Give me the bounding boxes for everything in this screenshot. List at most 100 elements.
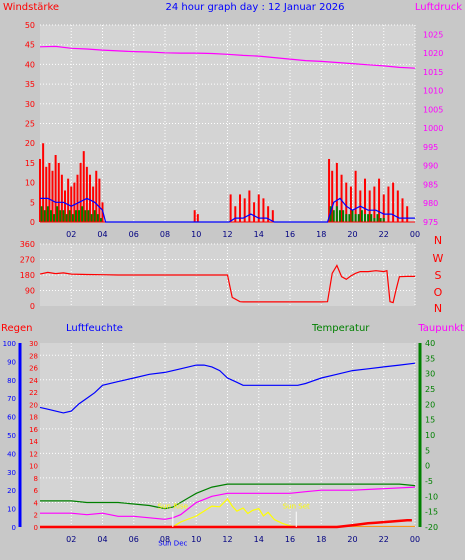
wind-tick-label: 45 [25,41,35,50]
x-tick-label: 10 [191,230,201,239]
x-tick-label: 02 [66,535,76,544]
x-tick-label: 12 [222,535,232,544]
temperature-tick-label: -20 [425,523,438,532]
temperature-tick-label: 25 [425,385,435,394]
compass-label: N [434,234,442,247]
compass-label: O [434,286,443,299]
humidity-tick-label: 90 [7,358,16,366]
x-tick-label: 10 [191,535,201,544]
x-tick-label: 22 [379,535,389,544]
wind-direction-line [39,264,415,304]
x-tick-label: 18 [316,535,326,544]
x-tick-label: 02 [66,230,76,239]
humidity-tick-label: 60 [7,414,16,422]
temperature-axis-title: Temperatur [311,323,370,334]
sunshine-line [174,497,297,528]
sun-annotation: Sun Set [283,503,310,511]
direction-tick-label: 360 [20,240,35,249]
wind-tick-label: 40 [25,60,35,69]
humidity-tick-label: 100 [3,340,16,348]
pressure-axis-title: Luftdruck [415,2,462,13]
humidity-axis-title: Luftfeuchte [66,323,123,334]
humidity-tick-label: 20 [7,487,16,495]
wind-mean-line [40,197,415,223]
direction-tick-label: 0 [30,302,35,311]
humidity-tick-label: 40 [7,450,16,458]
rain-axis-title: Regen [1,323,33,334]
rain-tick-label: 12 [29,450,38,458]
rain-tick-label: 20 [29,401,38,409]
dewpoint-axis-title: Taupunkt [417,323,464,334]
direction-tick-label: 270 [20,256,35,265]
pressure-tick-label: 1005 [423,105,443,114]
chart-title: 24 hour graph day : 12 Januar 2026 [165,2,344,13]
x-tick-label: 16 [285,230,295,239]
x-tick-label: 08 [160,230,170,239]
x-tick-label: 22 [379,230,389,239]
pressure-tick-label: 995 [423,143,438,152]
x-tick-label: 00 [410,230,420,239]
rain-tick-label: 22 [29,389,38,397]
x-tick-label: 08 [160,535,170,544]
wind-tick-label: 50 [25,21,35,30]
temperature-tick-label: 0 [425,462,430,471]
temperature-tick-label: 30 [425,370,435,379]
pressure-tick-label: 1000 [423,124,443,133]
dewpoint-line [40,486,416,520]
temperature-tick-label: 20 [425,400,435,409]
wind-tick-label: 5 [30,198,35,207]
x-tick-label: 12 [222,230,232,239]
rain-tick-label: 30 [29,340,38,348]
pressure-tick-label: 1015 [423,68,443,77]
x-tick-label: 20 [347,535,357,544]
temperature-tick-label: 5 [425,446,430,455]
temperature-tick-label: 40 [425,339,435,348]
humidity-tick-label: 30 [7,469,16,477]
wind-axis-title: Windstärke [3,2,59,13]
direction-tick-label: 90 [25,287,35,296]
wind-tick-label: 30 [25,100,35,109]
rain-tick-label: 28 [29,352,38,360]
x-tick-label: 04 [97,535,107,544]
temperature-tick-label: 15 [425,416,435,425]
compass-label: S [435,269,442,282]
x-tick-label: 00 [410,535,420,544]
wind-tick-label: 10 [25,179,35,188]
rain-tick-label: 14 [29,438,38,446]
rain-tick-label: 10 [29,463,38,471]
rain-tick-label: 26 [29,365,38,373]
wind-tick-label: 0 [30,218,35,227]
temperature-line [40,483,416,510]
rain-total-line [40,519,412,529]
pressure-tick-label: 1020 [423,49,443,58]
wind-tick-label: 15 [25,159,35,168]
humidity-tick-label: 0 [12,524,16,532]
rain-tick-label: 6 [34,487,39,495]
x-tick-label: 20 [347,230,357,239]
pressure-tick-label: 975 [423,218,438,227]
humidity-tick-label: 80 [7,377,16,385]
humidity-tick-label: 70 [7,395,16,403]
wind-tick-label: 20 [25,139,35,148]
humidity-line [39,362,416,414]
sun-annotation: Sun Rise [158,503,188,511]
x-tick-label: 04 [97,230,107,239]
x-tick-label: 18 [316,230,326,239]
pressure-line [39,45,416,69]
humidity-tick-label: 10 [7,506,16,514]
rain-tick-label: 16 [29,426,38,434]
rain-tick-label: 8 [34,475,38,483]
x-tick-label: 14 [254,230,264,239]
direction-tick-label: 180 [20,271,35,280]
pressure-tick-label: 980 [423,199,438,208]
x-tick-label: 06 [129,535,139,544]
rain-tick-label: 0 [34,524,38,532]
temperature-tick-label: 35 [425,354,435,363]
pressure-tick-label: 985 [423,180,438,189]
sun-annotation: Sun Dec [158,539,187,547]
rain-tick-label: 4 [34,499,39,507]
temperature-tick-label: -15 [425,508,438,517]
wind-tick-label: 35 [25,80,35,89]
